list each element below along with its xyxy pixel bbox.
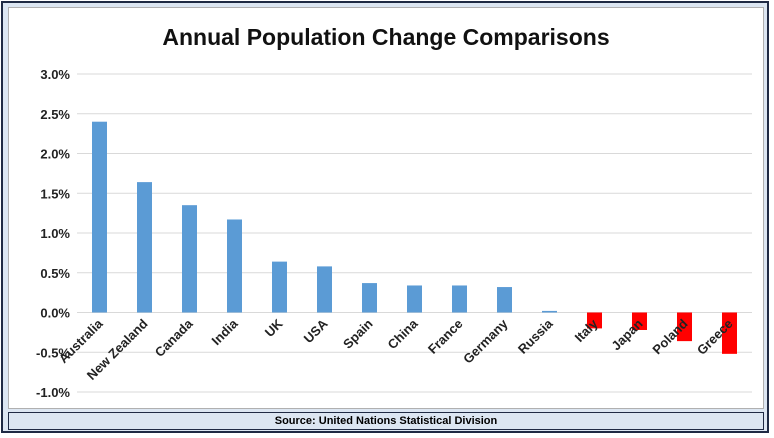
bar xyxy=(677,312,692,342)
x-tick-label: UK xyxy=(262,316,286,340)
source-note: Source: United Nations Statistical Divis… xyxy=(8,412,764,430)
y-tick-label: 2.0% xyxy=(40,147,70,162)
y-tick-label: 0.5% xyxy=(40,266,70,281)
bar xyxy=(587,312,602,329)
chart-title: Annual Population Change Comparisons xyxy=(162,24,610,50)
bar xyxy=(497,287,512,313)
bar xyxy=(182,205,197,313)
y-tick-label: -0.5% xyxy=(36,345,70,360)
y-tick-label: 1.0% xyxy=(40,226,70,241)
x-tick-label: Japan xyxy=(608,316,645,353)
x-tick-label: USA xyxy=(301,316,331,346)
y-tick-label: 1.5% xyxy=(40,186,70,201)
y-tick-label: 2.5% xyxy=(40,107,70,122)
x-tick-label: Germany xyxy=(460,315,511,366)
y-tick-label: 0.0% xyxy=(40,306,70,321)
bar xyxy=(452,285,467,313)
bar xyxy=(722,312,737,354)
x-tick-label: China xyxy=(384,315,421,352)
y-tick-label: -1.0% xyxy=(36,385,70,400)
bar xyxy=(632,312,647,330)
bar xyxy=(137,182,152,313)
x-tick-label: Russia xyxy=(515,315,556,356)
bar xyxy=(407,285,422,313)
bar xyxy=(272,261,287,313)
y-tick-label: 3.0% xyxy=(40,67,70,82)
x-tick-label: India xyxy=(209,315,242,348)
x-tick-label: Canada xyxy=(152,315,196,359)
bar xyxy=(542,310,557,313)
bar xyxy=(227,219,242,313)
bar xyxy=(362,283,377,313)
bar xyxy=(317,266,332,313)
x-tick-label: Spain xyxy=(340,316,376,352)
x-tick-label: France xyxy=(425,316,466,357)
bar xyxy=(92,121,107,313)
